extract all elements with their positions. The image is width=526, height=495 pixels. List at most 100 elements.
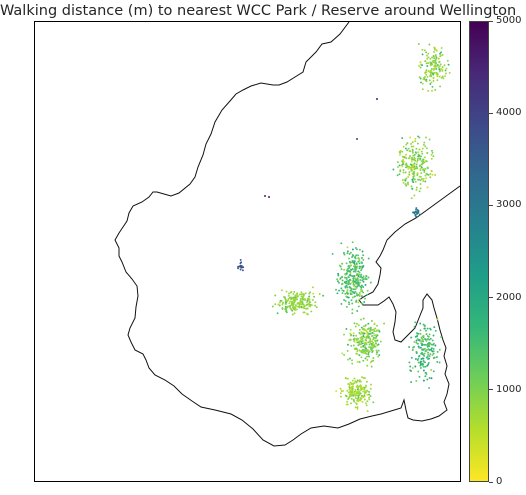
distance-point <box>363 388 366 391</box>
distance-point <box>429 337 432 340</box>
distance-point <box>369 395 372 398</box>
distance-point <box>352 270 355 273</box>
distance-point <box>293 312 296 315</box>
map-plot-area <box>34 21 461 482</box>
distance-point <box>396 174 399 177</box>
distance-point <box>374 342 377 345</box>
distance-point <box>401 137 404 140</box>
distance-point <box>425 69 428 72</box>
distance-point <box>360 273 363 276</box>
distance-point <box>413 178 416 181</box>
distance-point <box>359 333 362 336</box>
distance-point <box>356 265 359 268</box>
distance-point <box>294 309 296 311</box>
distance-point <box>426 65 429 67</box>
distance-point <box>361 266 364 269</box>
distance-point <box>420 352 422 355</box>
distance-point <box>356 276 359 279</box>
distance-point <box>348 280 351 282</box>
distance-point <box>368 340 371 343</box>
distance-point <box>366 393 369 396</box>
distance-point <box>428 338 431 341</box>
distance-point <box>349 334 352 337</box>
distance-point <box>415 188 418 191</box>
distance-point <box>349 293 352 295</box>
distance-point <box>401 165 404 168</box>
distance-point <box>410 160 413 163</box>
distance-point <box>420 63 422 66</box>
distance-point <box>433 50 435 53</box>
distance-point <box>322 294 325 297</box>
distance-point <box>367 276 370 279</box>
distance-point <box>432 77 435 80</box>
distance-point <box>292 302 295 304</box>
distance-point <box>360 394 363 397</box>
distance-point <box>339 387 342 390</box>
distance-point <box>404 179 407 182</box>
distance-point <box>417 157 419 160</box>
distance-point <box>431 149 433 152</box>
distance-point <box>344 276 346 279</box>
distance-point <box>350 392 353 395</box>
distance-point <box>421 343 424 346</box>
distance-point <box>418 76 421 79</box>
distance-point <box>365 330 368 333</box>
distance-point <box>437 66 440 69</box>
distance-point <box>413 211 416 214</box>
distance-point <box>444 75 447 78</box>
distance-point <box>346 296 349 298</box>
distance-point <box>354 394 357 397</box>
distance-point <box>368 337 371 340</box>
distance-point <box>360 338 363 341</box>
distance-point <box>423 141 426 144</box>
distance-point <box>345 395 348 397</box>
distance-point <box>438 70 441 73</box>
distance-point <box>341 352 344 355</box>
distance-point <box>358 391 361 394</box>
distance-point <box>365 274 368 277</box>
distance-point <box>358 291 361 294</box>
distance-point <box>362 325 365 328</box>
distance-point <box>372 338 375 341</box>
distance-point <box>369 346 372 349</box>
distance-point <box>437 57 440 60</box>
distance-point <box>355 339 358 341</box>
distance-point <box>402 159 405 161</box>
distance-point <box>427 341 430 344</box>
distance-point <box>368 346 371 349</box>
distance-point <box>422 369 425 372</box>
distance-point <box>358 248 361 251</box>
distance-point <box>398 173 401 176</box>
distance-point <box>425 160 428 162</box>
distance-point <box>424 174 427 177</box>
distance-point <box>366 364 369 367</box>
distance-point <box>292 293 295 295</box>
distance-point <box>436 318 439 321</box>
distance-point <box>356 322 358 325</box>
distance-point <box>295 293 298 296</box>
distance-point <box>348 303 351 306</box>
distance-point <box>375 329 378 332</box>
distance-point <box>368 390 371 393</box>
distance-point <box>429 64 432 67</box>
distance-point <box>423 343 425 346</box>
distance-point <box>441 53 444 56</box>
distance-point <box>379 340 382 343</box>
distance-point <box>447 63 450 66</box>
distance-point <box>343 253 346 256</box>
distance-point <box>344 285 347 288</box>
distance-point <box>414 180 417 183</box>
distance-point <box>349 387 352 390</box>
distance-point <box>375 353 378 356</box>
distance-point <box>337 280 339 283</box>
distance-point <box>294 304 297 307</box>
distance-point <box>408 157 411 159</box>
distance-point <box>357 282 360 285</box>
distance-point <box>352 344 355 347</box>
distance-point <box>424 375 427 378</box>
distance-point <box>349 261 352 264</box>
distance-point <box>351 248 354 251</box>
distance-point <box>432 155 435 158</box>
distance-point <box>428 377 431 379</box>
distance-point <box>420 342 423 345</box>
